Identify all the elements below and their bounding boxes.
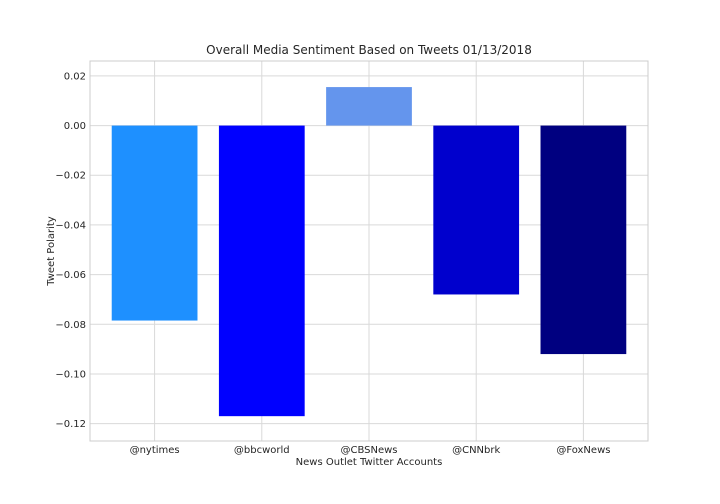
- y-tick-label: −0.02: [55, 171, 86, 182]
- x-tick-label: @FoxNews: [556, 445, 610, 456]
- x-tick-label: @CNNbrk: [452, 445, 500, 456]
- y-tick-label: −0.12: [55, 419, 86, 430]
- x-tick-label: @nytimes: [130, 445, 180, 456]
- y-axis-label: Tweet Polarity: [46, 216, 57, 287]
- x-tick-label: @CBSNews: [340, 445, 397, 456]
- y-tick-label: −0.06: [55, 270, 86, 281]
- bars-group: [111, 87, 627, 417]
- plot-frame: [89, 60, 649, 442]
- bar-cbsnews: [326, 87, 412, 126]
- bar-nytimes: [111, 125, 198, 321]
- y-tick-label: 0.00: [64, 121, 86, 132]
- bar-bbcworld: [218, 125, 305, 417]
- bar-cnnbrk: [433, 125, 520, 295]
- y-tick-label: −0.04: [55, 220, 86, 231]
- bar-foxnews: [540, 125, 627, 355]
- x-tick-labels: @nytimes @bbcworld @CBSNews @CNNbrk @FoxNews: [130, 445, 611, 456]
- y-tick-labels: 0.02 0.00 −0.02 −0.04 −0.06 −0.08 −0.10 −0.12: [55, 71, 86, 430]
- x-axis-label: News Outlet Twitter Accounts: [296, 457, 443, 468]
- y-tick-label: 0.02: [64, 71, 86, 82]
- chart-title: Overall Media Sentiment Based on Tweets …: [206, 43, 532, 57]
- y-tick-label: −0.08: [55, 320, 86, 331]
- x-tick-label: @bbcworld: [234, 445, 290, 456]
- y-tick-label: −0.10: [55, 369, 86, 380]
